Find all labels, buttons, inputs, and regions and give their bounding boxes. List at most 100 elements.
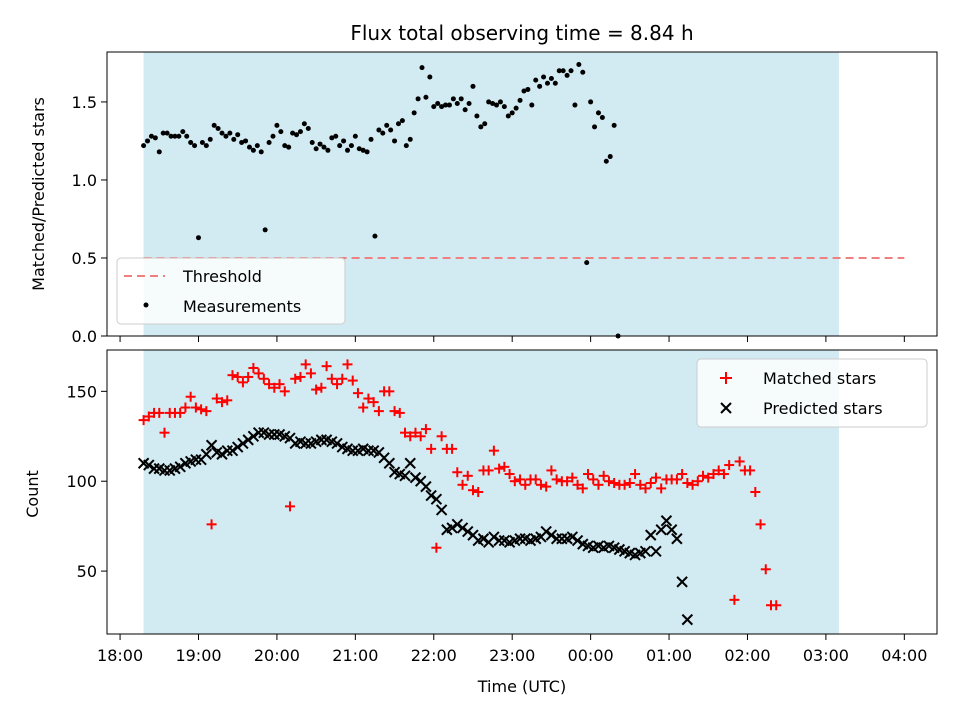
measurement-point [458, 96, 464, 102]
matched-point [269, 382, 280, 393]
measurement-point [227, 130, 233, 136]
matched-point [577, 483, 588, 494]
matched-point [154, 407, 165, 418]
matched-point [771, 600, 782, 611]
matched-point [483, 465, 494, 476]
predicted-point [451, 518, 464, 531]
predicted-point [190, 453, 202, 466]
legend-matched-label: Matched stars [763, 369, 876, 388]
predicted-point [435, 504, 448, 516]
matched-point [253, 368, 264, 379]
measurement-point [474, 113, 480, 119]
measurement-point [399, 118, 405, 124]
x-tick-label: 02:00 [724, 646, 770, 665]
predicted-point [158, 464, 171, 477]
measurement-point [454, 100, 460, 106]
measurement-point [286, 144, 292, 150]
matched-point [624, 478, 635, 489]
matched-point [274, 379, 285, 390]
predicted-point [362, 444, 375, 457]
y-tick-label: 1.0 [72, 171, 97, 190]
measurement-point [145, 138, 151, 144]
x-tick-label: 23:00 [489, 646, 535, 665]
predicted-point [383, 457, 396, 469]
predicted-point [399, 470, 411, 482]
matched-point [321, 361, 332, 372]
x-tick-label: 21:00 [332, 646, 378, 665]
matched-point [509, 476, 520, 487]
measurement-point [411, 110, 417, 116]
predicted-point [665, 524, 678, 536]
matched-point [420, 424, 431, 435]
predicted-point [247, 430, 260, 442]
matched-point [499, 461, 510, 472]
matched-point [630, 469, 641, 480]
measurement-point [446, 102, 452, 108]
measurement-point [599, 115, 605, 121]
measurement-point [423, 94, 429, 100]
bottom-y-ticks: 50 100 150 [66, 382, 107, 581]
measurement-point [544, 80, 550, 86]
measurement-point [352, 133, 358, 139]
predicted-point [550, 533, 563, 545]
matched-point [603, 476, 614, 487]
measurement-point [168, 133, 174, 139]
measurement-point [207, 136, 213, 142]
measurement-point [337, 143, 343, 149]
matched-point [687, 479, 698, 490]
matched-point [572, 479, 583, 490]
measurement-point [568, 68, 574, 74]
measurement-point [490, 100, 496, 106]
y-tick-label: 100 [66, 472, 97, 491]
matched-point [452, 467, 463, 478]
measurement-point [470, 83, 476, 89]
matched-point [217, 397, 228, 408]
predicted-point [174, 461, 186, 473]
matched-point [394, 407, 405, 418]
predicted-point [477, 533, 490, 545]
matched-point [290, 373, 301, 384]
measurement-point [172, 133, 178, 139]
matched-point [410, 427, 421, 438]
measurement-point [231, 136, 237, 142]
measurement-point [215, 125, 221, 131]
measurement-point [588, 99, 594, 105]
matched-point [248, 362, 259, 373]
bottom-legend: Matched stars Predicted stars [696, 358, 928, 428]
measurement-point [415, 96, 421, 102]
measurement-point [199, 140, 205, 146]
measurement-point [360, 147, 366, 153]
top-legend-box [116, 257, 346, 325]
legend-measurements-swatch [143, 302, 149, 308]
measurement-point [211, 122, 217, 128]
measurement-point [297, 129, 303, 135]
bottom-legend-box [696, 358, 928, 428]
measurement-point [611, 122, 617, 128]
matched-point [535, 479, 546, 490]
measurement-point [317, 141, 323, 147]
measurement-point [278, 129, 284, 135]
measurement-point [203, 143, 209, 149]
measurement-point [533, 77, 539, 83]
measurement-point [290, 130, 296, 136]
measurement-point [427, 74, 433, 80]
matched-point [143, 411, 154, 422]
matched-point [520, 479, 531, 490]
x-tick-label: 20:00 [254, 646, 300, 665]
y-tick-label: 50 [77, 562, 97, 581]
x-tick-label: 04:00 [881, 646, 927, 665]
top-x-ticks [119, 336, 905, 342]
measurement-point [294, 132, 300, 138]
measurement-point [266, 140, 272, 146]
bottom-axes-frame [106, 349, 938, 635]
predicted-point [655, 524, 667, 536]
matched-point [358, 402, 369, 413]
matched-point [755, 519, 766, 530]
predicted-point [446, 522, 458, 534]
measurement-point [509, 110, 515, 116]
measurement-point [572, 102, 578, 108]
predicted-point [268, 428, 281, 441]
matched-point [760, 564, 771, 575]
matched-point [363, 393, 374, 404]
measurement-point [243, 138, 249, 144]
